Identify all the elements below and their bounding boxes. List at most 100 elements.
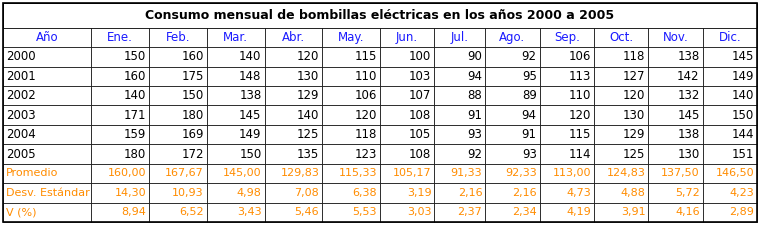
Bar — [435, 144, 486, 164]
Bar — [207, 164, 264, 183]
Bar — [264, 125, 322, 144]
Bar — [540, 144, 594, 164]
Bar — [648, 125, 703, 144]
Text: Promedio: Promedio — [6, 169, 59, 178]
Bar — [594, 183, 648, 202]
Bar — [264, 106, 322, 125]
Text: 3,91: 3,91 — [621, 207, 645, 217]
Bar — [648, 164, 703, 183]
Bar — [3, 164, 91, 183]
Text: 140: 140 — [124, 89, 146, 102]
Text: 160: 160 — [182, 50, 204, 63]
Bar — [264, 86, 322, 106]
Text: Desv. Estándar: Desv. Estándar — [6, 188, 90, 198]
Text: 108: 108 — [409, 148, 432, 160]
Text: 129: 129 — [622, 128, 645, 141]
Bar — [380, 67, 435, 86]
Bar — [207, 67, 264, 86]
Text: 8,94: 8,94 — [121, 207, 146, 217]
Text: 2,34: 2,34 — [512, 207, 537, 217]
Bar — [435, 28, 486, 47]
Text: 94: 94 — [467, 70, 483, 83]
Text: 14,30: 14,30 — [115, 188, 146, 198]
Bar — [380, 202, 435, 222]
Bar — [207, 106, 264, 125]
Bar — [149, 125, 207, 144]
Text: Nov.: Nov. — [663, 31, 689, 44]
Bar — [435, 183, 486, 202]
Text: 4,98: 4,98 — [236, 188, 261, 198]
Bar — [703, 164, 757, 183]
Bar — [264, 47, 322, 67]
Text: 115,33: 115,33 — [338, 169, 377, 178]
Text: 138: 138 — [239, 89, 261, 102]
Bar — [540, 47, 594, 67]
Text: 171: 171 — [124, 109, 146, 122]
Bar — [149, 183, 207, 202]
Text: 145: 145 — [239, 109, 261, 122]
Bar — [3, 86, 91, 106]
Bar — [91, 183, 149, 202]
Bar — [149, 106, 207, 125]
Bar — [435, 106, 486, 125]
Bar — [322, 47, 380, 67]
Text: 140: 140 — [732, 89, 754, 102]
Bar — [91, 202, 149, 222]
Bar — [540, 86, 594, 106]
Bar — [149, 28, 207, 47]
Bar — [486, 47, 540, 67]
Bar — [91, 86, 149, 106]
Bar — [540, 202, 594, 222]
Text: 89: 89 — [522, 89, 537, 102]
Bar — [703, 125, 757, 144]
Text: 137,50: 137,50 — [661, 169, 700, 178]
Text: 100: 100 — [409, 50, 432, 63]
Text: 180: 180 — [182, 109, 204, 122]
Text: 149: 149 — [239, 128, 261, 141]
Text: 92,33: 92,33 — [505, 169, 537, 178]
Text: 138: 138 — [677, 128, 700, 141]
Text: 120: 120 — [623, 89, 645, 102]
Bar — [322, 144, 380, 164]
Text: 4,16: 4,16 — [675, 207, 700, 217]
Bar — [322, 125, 380, 144]
Bar — [322, 164, 380, 183]
Bar — [648, 86, 703, 106]
Bar — [91, 67, 149, 86]
Text: 120: 120 — [355, 109, 377, 122]
Bar — [91, 106, 149, 125]
Text: 92: 92 — [467, 148, 483, 160]
Text: 91: 91 — [521, 128, 537, 141]
Text: 150: 150 — [239, 148, 261, 160]
Text: 113: 113 — [568, 70, 591, 83]
Bar — [322, 67, 380, 86]
Text: 108: 108 — [409, 109, 432, 122]
Text: Mar.: Mar. — [223, 31, 249, 44]
Bar — [486, 144, 540, 164]
Text: Feb.: Feb. — [166, 31, 190, 44]
Text: Año: Año — [36, 31, 59, 44]
Text: 95: 95 — [522, 70, 537, 83]
Text: 115: 115 — [355, 50, 377, 63]
Text: 160,00: 160,00 — [108, 169, 146, 178]
Bar — [594, 47, 648, 67]
Bar — [486, 106, 540, 125]
Text: 3,19: 3,19 — [407, 188, 432, 198]
Bar — [91, 47, 149, 67]
Bar — [149, 67, 207, 86]
Text: 4,73: 4,73 — [566, 188, 591, 198]
Text: 120: 120 — [568, 109, 591, 122]
Bar — [594, 106, 648, 125]
Bar — [264, 183, 322, 202]
Bar — [207, 202, 264, 222]
Bar — [703, 106, 757, 125]
Bar — [91, 144, 149, 164]
Bar — [322, 183, 380, 202]
Bar — [486, 67, 540, 86]
Bar — [648, 106, 703, 125]
Bar — [207, 28, 264, 47]
Text: 113,00: 113,00 — [553, 169, 591, 178]
Text: 144: 144 — [732, 128, 754, 141]
Bar — [540, 125, 594, 144]
Text: 91,33: 91,33 — [451, 169, 483, 178]
